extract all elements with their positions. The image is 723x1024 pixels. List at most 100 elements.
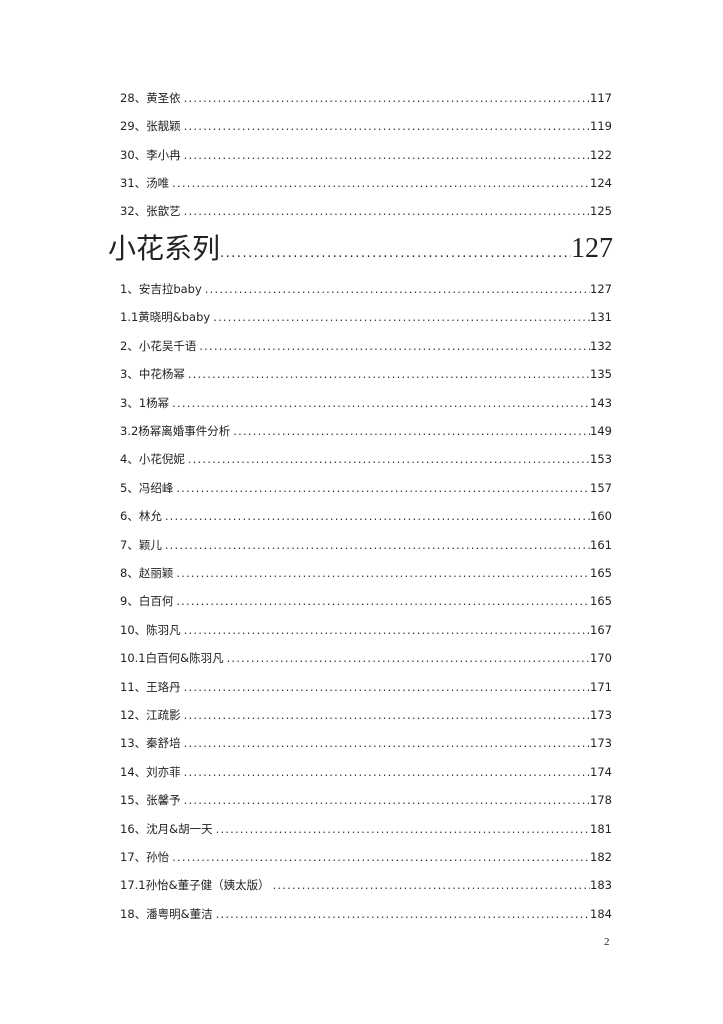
entry-page: 160 (590, 509, 612, 524)
toc-entry[interactable]: 17.1孙怡&董子健（姨太版） 183 (120, 873, 612, 893)
entry-page: 165 (590, 566, 612, 580)
entry-title: 17.1孙怡&董子健（姨太版） (120, 878, 270, 893)
toc-entry[interactable]: 29、张靓颖 119 (120, 114, 612, 134)
dot-leader (188, 366, 590, 382)
toc-entry[interactable]: 16、沈月&胡一天 181 (120, 817, 612, 837)
entry-page: 170 (590, 651, 612, 666)
entry-page: 131 (590, 310, 612, 325)
entry-page: 165 (590, 594, 612, 609)
entry-title: 14、刘亦菲 (120, 764, 181, 779)
dot-leader (227, 650, 590, 666)
toc-entry[interactable]: 3.2杨幂离婚事件分析 149 (120, 419, 612, 439)
dot-leader (184, 792, 590, 808)
entry-title: 3、中花杨幂 (120, 367, 185, 382)
dot-leader (213, 309, 590, 325)
entry-title: 13、秦舒培 (120, 736, 181, 751)
entry-title: 2、小花吴千语 (120, 338, 197, 353)
entry-page: 183 (590, 878, 612, 893)
toc-entry[interactable]: 28、黄圣依 117 (120, 86, 612, 106)
toc-entry[interactable]: 6、林允 160 (120, 504, 612, 524)
entry-page: 161 (590, 537, 612, 552)
dot-leader (172, 849, 590, 865)
entry-page: 135 (590, 367, 612, 382)
entry-title: 6、林允 (120, 509, 162, 524)
toc-entry[interactable]: 4、小花倪妮 153 (120, 447, 612, 467)
dot-leader (165, 537, 590, 553)
entry-title: 29、张靓颖 (120, 119, 181, 134)
dot-leader (176, 480, 590, 496)
dot-leader (205, 281, 590, 297)
toc-entry[interactable]: 10、陈羽凡 167 (120, 618, 612, 638)
toc-entry[interactable]: 1.1黄晓明&baby 131 (120, 305, 612, 325)
entry-title: 32、张歆艺 (120, 204, 181, 219)
entry-page: 178 (590, 793, 612, 808)
toc-entry[interactable]: 7、颖儿 161 (120, 533, 612, 553)
toc-entry[interactable]: 1、安吉拉baby 127 (120, 277, 612, 297)
entry-title: 18、潘粤明&董洁 (120, 906, 213, 921)
page-number: 2 (604, 936, 610, 948)
entry-page: 132 (590, 338, 612, 353)
toc-entry[interactable]: 14、刘亦菲 174 (120, 760, 612, 780)
entry-title: 10、陈羽凡 (120, 622, 181, 637)
toc-entry[interactable]: 8、赵丽颖 165 (120, 561, 612, 581)
toc-entry[interactable]: 9、白百何 165 (120, 589, 612, 609)
entry-title: 10.1白百何&陈羽凡 (120, 651, 224, 666)
entry-page: 173 (590, 708, 612, 722)
dot-leader (216, 821, 590, 837)
entry-title: 8、赵丽颖 (120, 566, 174, 580)
entry-title: 4、小花倪妮 (120, 452, 185, 467)
dot-leader (273, 877, 590, 893)
dot-leader (172, 395, 590, 411)
entry-page: 119 (590, 119, 612, 134)
toc-section-heading[interactable]: 小花系列 127 (108, 230, 613, 266)
dot-leader (220, 246, 571, 266)
entry-title: 3.2杨幂离婚事件分析 (120, 424, 231, 438)
entry-title: 3、1杨幂 (120, 395, 170, 410)
toc-entry[interactable]: 3、中花杨幂 135 (120, 362, 612, 382)
entry-title: 7、颖儿 (120, 537, 162, 552)
entry-title: 17、孙怡 (120, 850, 170, 864)
toc-entry[interactable]: 2、小花吴千语 132 (120, 334, 612, 354)
entry-page: 181 (590, 821, 612, 836)
dot-leader (184, 203, 590, 219)
dot-leader (184, 90, 590, 106)
entry-title: 16、沈月&胡一天 (120, 821, 213, 836)
entry-page: 149 (590, 424, 612, 438)
entry-page: 127 (590, 282, 612, 296)
toc-entry[interactable]: 31、汤唯 124 (120, 171, 612, 191)
entry-page: 153 (590, 452, 612, 467)
toc-entry[interactable]: 12、江疏影 173 (120, 703, 612, 723)
dot-leader (184, 118, 590, 134)
section-page: 127 (571, 233, 613, 264)
toc-entry[interactable]: 18、潘粤明&董洁 184 (120, 902, 612, 922)
dot-leader (216, 906, 590, 922)
entry-page: 124 (590, 175, 612, 190)
entry-page: 125 (590, 204, 612, 219)
entry-page: 167 (590, 622, 612, 637)
entry-page: 117 (590, 91, 612, 105)
toc-entry[interactable]: 3、1杨幂 143 (120, 391, 612, 411)
toc-entry[interactable]: 32、张歆艺 125 (120, 199, 612, 219)
dot-leader (233, 423, 590, 439)
dot-leader (188, 451, 590, 467)
toc-entry[interactable]: 5、冯绍峰 157 (120, 476, 612, 496)
entry-title: 12、江疏影 (120, 708, 181, 722)
dot-leader (176, 593, 590, 609)
entry-title: 28、黄圣依 (120, 91, 181, 105)
dot-leader (184, 147, 590, 163)
entry-page: 122 (590, 147, 612, 162)
toc-entry[interactable]: 11、王珞丹 171 (120, 675, 612, 695)
toc-entry[interactable]: 17、孙怡 182 (120, 845, 612, 865)
section-title: 小花系列 (108, 232, 221, 265)
toc-entry[interactable]: 15、张馨予 178 (120, 788, 612, 808)
dot-leader (184, 622, 590, 638)
entry-title: 1、安吉拉baby (120, 282, 202, 296)
toc-entry[interactable]: 10.1白百何&陈羽凡 170 (120, 646, 612, 666)
entry-title: 9、白百何 (120, 594, 174, 609)
entry-page: 174 (590, 764, 612, 779)
entry-page: 143 (590, 395, 612, 410)
entry-title: 11、王珞丹 (120, 679, 181, 694)
entry-title: 31、汤唯 (120, 175, 170, 190)
toc-entry[interactable]: 13、秦舒培 173 (120, 731, 612, 751)
toc-entry[interactable]: 30、李小冉 122 (120, 143, 612, 163)
